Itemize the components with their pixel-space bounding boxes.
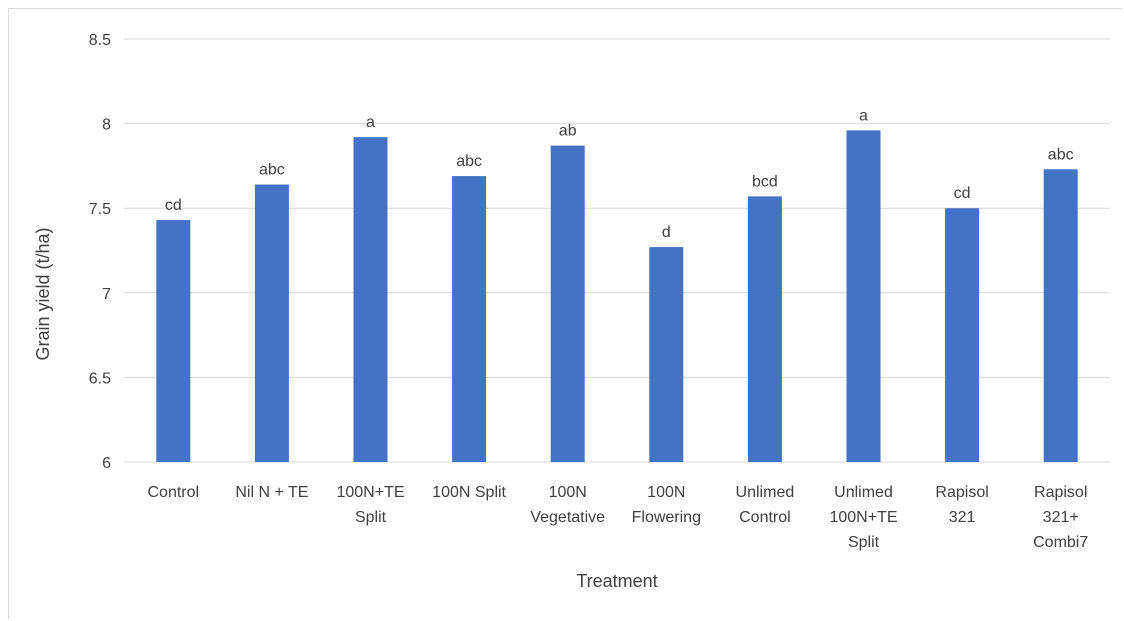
y-axis-title: Grain yield (t/ha) xyxy=(33,227,53,360)
category-label: 100N Flowering xyxy=(632,484,701,526)
category-label-line: 321 xyxy=(949,509,976,526)
bar xyxy=(452,176,487,462)
category-label: Rapisol 321 xyxy=(935,484,988,526)
bar xyxy=(1043,169,1078,462)
category-label-line: 321+ xyxy=(1043,509,1079,526)
y-tick-label: 7 xyxy=(102,286,111,303)
y-tick-label: 6 xyxy=(102,455,111,472)
category-label-line: Vegetative xyxy=(530,509,605,526)
category-label-line: Rapisol xyxy=(1034,484,1087,501)
y-tick-label: 7.5 xyxy=(89,201,111,218)
category-label-line: Control xyxy=(148,484,200,501)
data-label: abc xyxy=(1048,146,1074,163)
bar xyxy=(747,196,782,462)
bar xyxy=(846,130,881,463)
y-tick-label: 8.5 xyxy=(89,32,111,49)
category-label-line: Flowering xyxy=(632,509,701,526)
y-tick-label: 6.5 xyxy=(89,370,111,387)
data-label: abc xyxy=(259,162,285,179)
category-label: 100N Vegetative xyxy=(530,484,605,526)
category-label-line: Rapisol xyxy=(935,484,988,501)
category-label-line: Unlimed xyxy=(834,484,893,501)
category-label-line: Unlimed xyxy=(736,484,795,501)
bar xyxy=(353,137,388,463)
bar xyxy=(550,145,585,462)
category-label-line: 100N Split xyxy=(432,484,506,501)
category-label-line: 100N xyxy=(647,484,685,501)
category-label-line: 100N xyxy=(549,484,587,501)
data-label: cd xyxy=(165,197,182,214)
bar xyxy=(254,184,289,462)
category-label-line: 100N+TE xyxy=(336,484,404,501)
category-label: 100N Split xyxy=(432,484,506,501)
data-label: a xyxy=(366,114,375,131)
data-label: cd xyxy=(954,185,971,202)
category-label-line: 100N+TE xyxy=(829,509,897,526)
category-label: Unlimed Control xyxy=(736,484,795,526)
bar xyxy=(945,208,980,462)
data-labels: cd abc a abc ab d bcd a cd abc xyxy=(165,107,1074,241)
bars xyxy=(156,130,1078,463)
category-label-line: Split xyxy=(355,509,387,526)
category-label-line: Nil N + TE xyxy=(235,484,308,501)
data-label: ab xyxy=(559,123,577,140)
x-axis-title: Treatment xyxy=(576,571,657,591)
data-label: bcd xyxy=(752,173,778,190)
category-label-line: Combi7 xyxy=(1033,534,1088,551)
bar xyxy=(649,247,684,462)
y-tick-label: 8 xyxy=(102,117,111,134)
data-label: a xyxy=(859,107,868,124)
category-label: Control xyxy=(148,484,200,501)
y-tick-labels: 6 6.5 7 7.5 8 8.5 xyxy=(89,32,111,472)
category-label: 100N+TE Split xyxy=(336,484,404,526)
category-label-line: Control xyxy=(739,509,791,526)
category-label: Rapisol 321+ Combi7 xyxy=(1033,484,1088,551)
bar xyxy=(156,220,191,462)
category-label-line: Split xyxy=(848,534,880,551)
data-label: abc xyxy=(456,153,482,170)
category-label: Unlimed 100N+TE Split xyxy=(829,484,897,551)
category-label: Nil N + TE xyxy=(235,484,308,501)
data-label: d xyxy=(662,224,671,241)
